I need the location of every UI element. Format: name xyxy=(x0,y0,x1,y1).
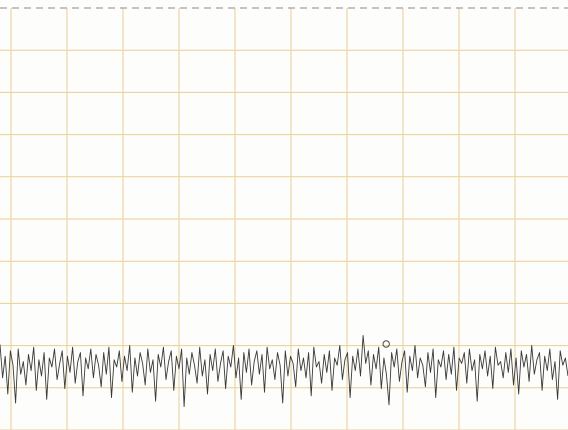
grid xyxy=(0,8,568,430)
marker-circle xyxy=(382,340,390,348)
noise-trace xyxy=(0,335,568,408)
